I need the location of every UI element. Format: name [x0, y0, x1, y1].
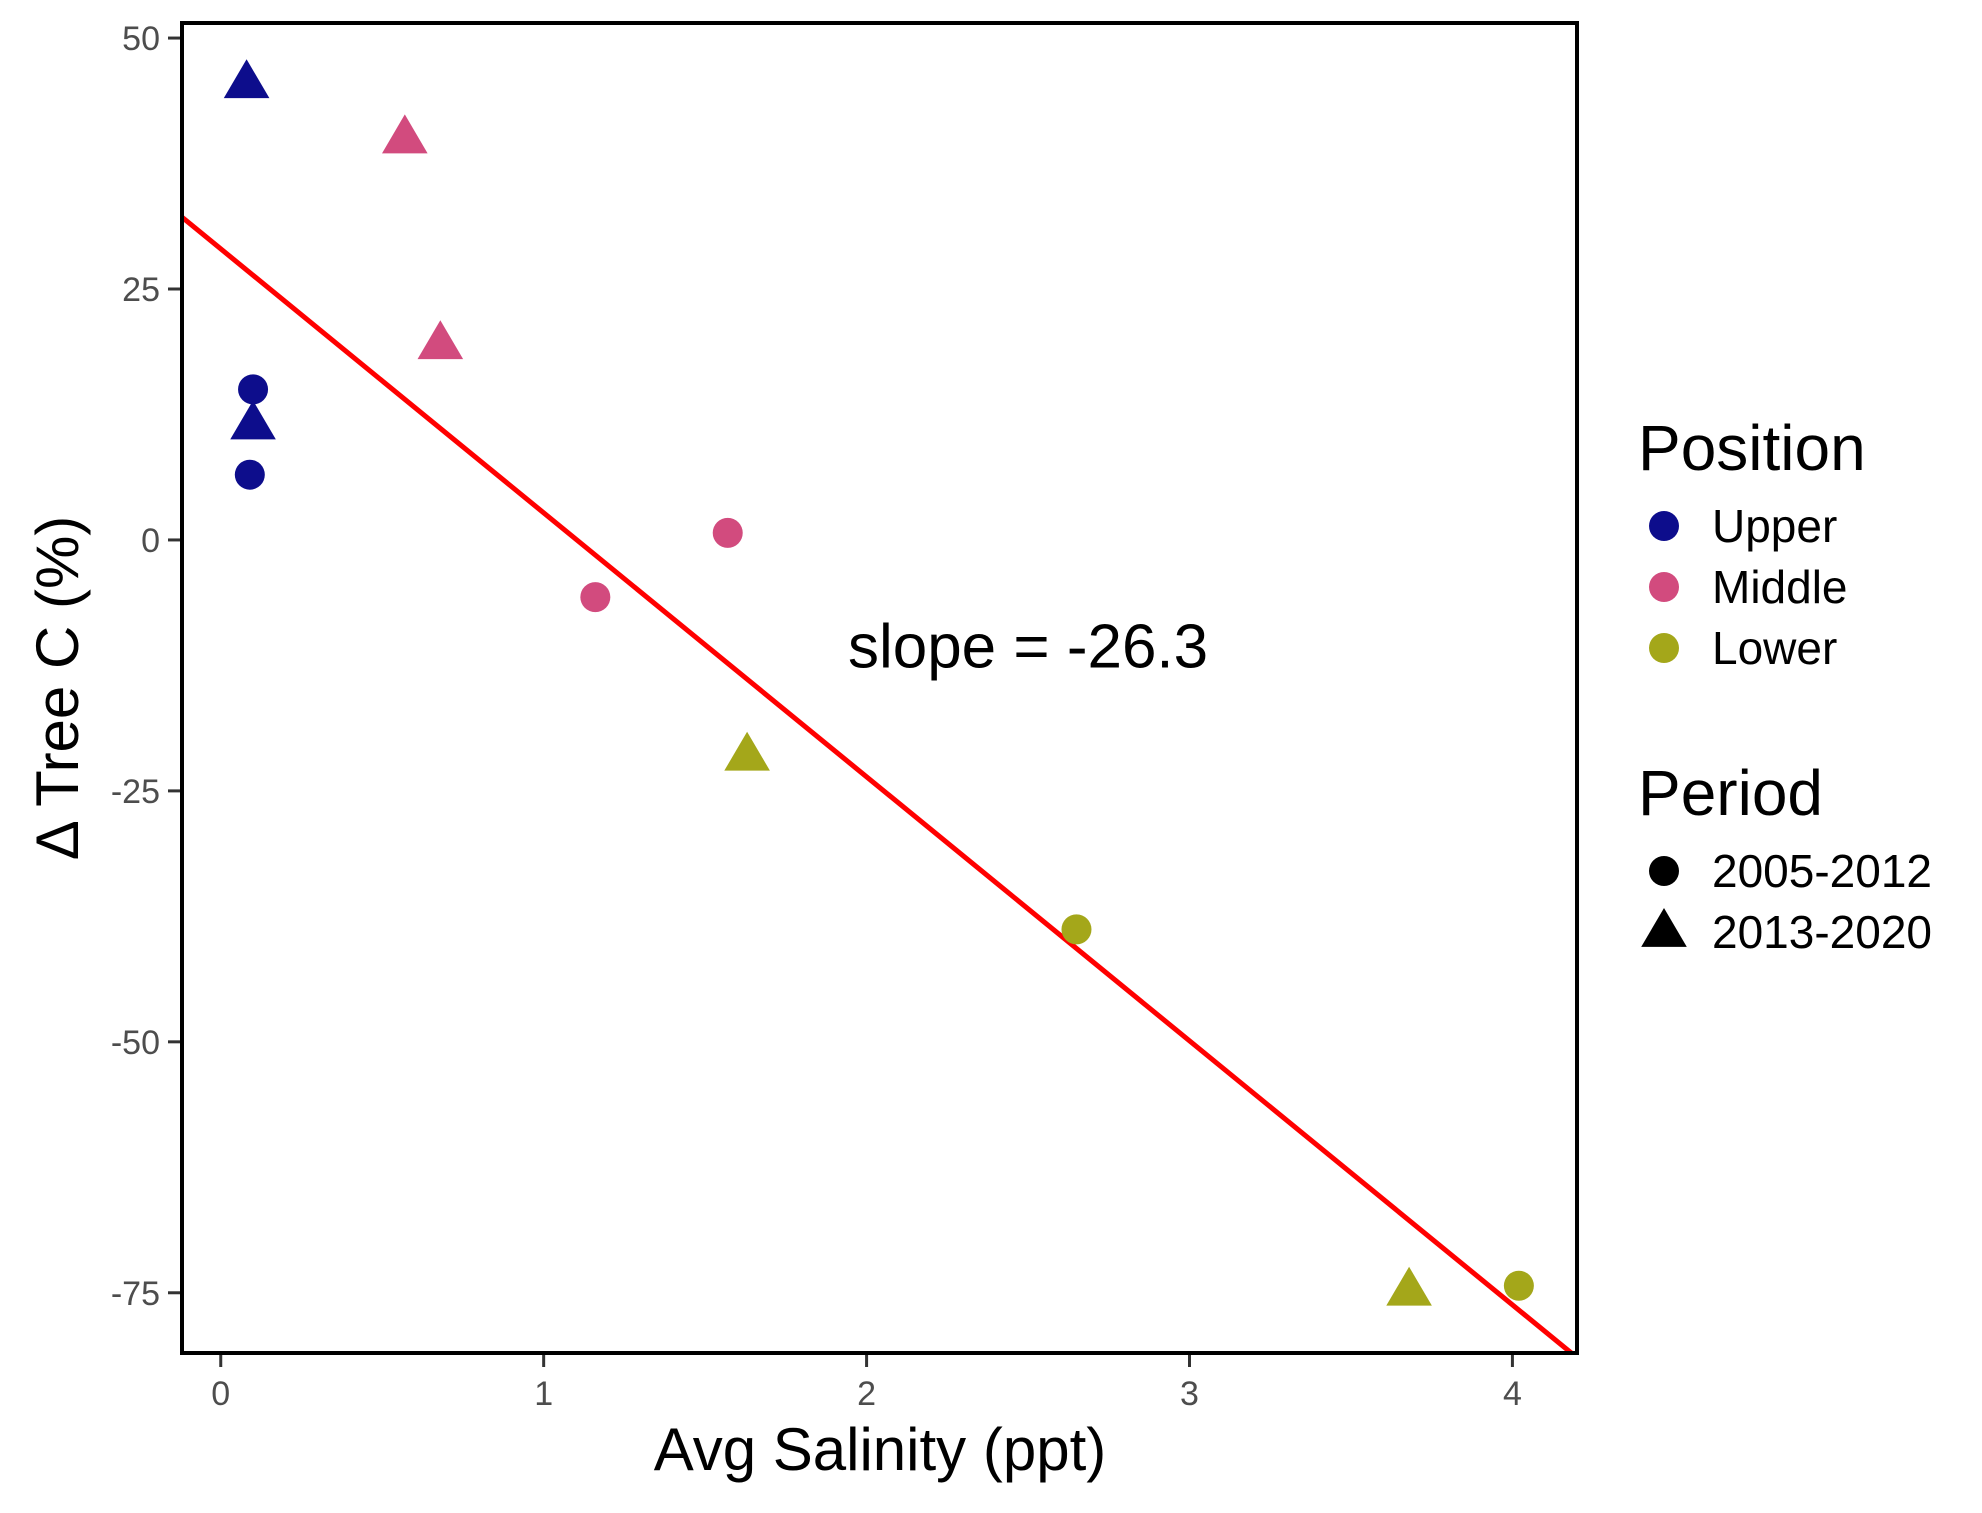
- legend-label-middle: Middle: [1712, 561, 1848, 613]
- x-tick-label: 2: [857, 1375, 876, 1413]
- y-tick-label: 50: [122, 20, 160, 58]
- y-tick-label: -75: [111, 1275, 160, 1313]
- y-tick-label: 25: [122, 271, 160, 309]
- data-point-7: [712, 517, 743, 548]
- legend-label-upper: Upper: [1712, 500, 1837, 552]
- y-tick-label: 0: [141, 522, 160, 560]
- x-tick-label: 3: [1180, 1375, 1199, 1413]
- plot-panel-border: [180, 21, 1579, 1355]
- data-point-12: [1503, 1270, 1534, 1301]
- legend-position: Position Upper Middle Lower: [1638, 412, 1866, 674]
- data-point-1: [223, 59, 270, 99]
- data-point-3: [230, 400, 276, 440]
- data-point-11: [1386, 1266, 1432, 1306]
- x-tick-label: 4: [1503, 1375, 1522, 1413]
- legend-period-title: Period: [1638, 757, 1823, 829]
- trend-line: [182, 215, 1576, 1353]
- y-axis-title: Δ Tree C (%): [24, 516, 91, 861]
- legend-key-middle: [1649, 572, 1679, 602]
- trend-layer: [182, 215, 1576, 1353]
- y-tick-label: -50: [111, 1024, 160, 1062]
- legend-label-2005-2012: 2005-2012: [1712, 845, 1932, 897]
- x-tick-label: 1: [534, 1375, 553, 1413]
- data-point-9: [724, 731, 770, 771]
- legend-key-2005-2012: [1649, 856, 1679, 886]
- x-axis-title: Avg Salinity (ppt): [654, 1416, 1106, 1483]
- legend-position-title: Position: [1638, 412, 1866, 484]
- data-point-10: [1061, 914, 1092, 945]
- slope-annotation: slope = -26.3: [848, 612, 1208, 681]
- legend-period: Period 2005-2012 2013-2020: [1638, 757, 1932, 958]
- data-point-4: [234, 459, 265, 490]
- data-point-5: [382, 114, 428, 154]
- legend-label-lower: Lower: [1712, 622, 1837, 674]
- points-layer: [223, 59, 1534, 1306]
- legend-label-2013-2020: 2013-2020: [1712, 906, 1932, 958]
- legend-key-lower: [1649, 633, 1679, 663]
- x-tick-label: 0: [211, 1375, 230, 1413]
- data-point-8: [580, 582, 611, 613]
- legend-key-upper: [1649, 511, 1679, 541]
- y-axis: 50 25 0 -25 -50 -75: [111, 20, 180, 1313]
- data-point-2: [238, 374, 269, 405]
- x-axis: 0 1 2 3 4: [211, 1355, 1522, 1413]
- y-tick-label: -25: [111, 773, 160, 811]
- data-point-6: [417, 320, 464, 360]
- legend-key-2013-2020: [1641, 908, 1687, 947]
